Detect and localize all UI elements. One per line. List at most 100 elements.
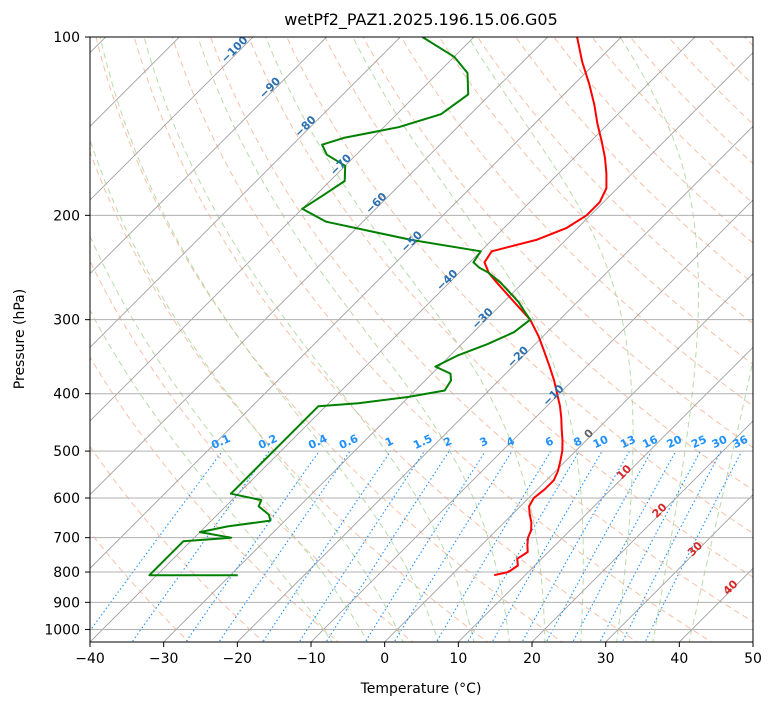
dry-adiabat [438,37,753,366]
mixing-ratio-line [435,450,552,642]
isotherm [90,37,254,201]
isotherm [236,125,753,642]
mixing-ratio-line [621,450,722,642]
isotherm [90,37,328,275]
moist-adiabat [90,235,369,642]
x-axis: −40 −30 −20 −10 0 10 20 30 40 50 [75,642,762,667]
background-lines [90,24,775,645]
moist-adiabat-label: 30 [685,539,705,559]
y-tick-label: 500 [53,444,80,460]
moist-adiabat-label: −20 [505,343,532,370]
moist-adiabat [265,37,546,642]
isotherm [90,37,549,496]
plot-frame [89,36,754,643]
dry-adiabat [591,37,753,204]
mixing-ratio-line [131,450,270,642]
y-tick-label: 100 [53,30,80,46]
y-tick-label: 800 [53,565,80,581]
moist-adiabat [99,37,440,642]
mixing-ratio-label: 13 [618,433,637,451]
moist-adiabat-label: −80 [292,113,319,140]
y-axis: 100 200 300 400 500 600 700 800 900 1000 [44,30,90,638]
moist-adiabat-label: −90 [257,74,284,101]
moist-adiabat-label: −10 [540,382,567,409]
mixing-ratio-label: 16 [640,433,660,451]
x-tick-label: −40 [75,651,105,667]
moist-adiabat-label: −70 [328,151,355,178]
x-tick-label: 40 [670,651,688,667]
dry-adiabat [324,37,753,491]
mixing-ratio-label: 1 [383,434,395,449]
isotherm [163,52,753,642]
x-tick-label: 20 [523,651,541,667]
isotherm [310,199,753,642]
moist-adiabat-label: 20 [650,500,670,520]
dry-adiabat [90,150,489,642]
mixing-ratio-label: 0.4 [306,432,329,452]
dry-adiabat [705,37,753,86]
moist-adiabat-label: −100 [219,33,251,65]
mixing-ratio-label: 10 [591,433,611,451]
mixing-ratio-label: 8 [572,434,584,449]
mixing-ratio-line [466,450,580,642]
dry-adiabat [515,37,753,284]
isobar-grid [90,37,753,630]
dry-adiabat [90,445,265,642]
isotherm [90,37,622,569]
dry-adiabat [770,24,775,645]
y-tick-label: 1000 [44,622,80,638]
isotherm [605,494,753,642]
x-tick-label: 30 [597,651,615,667]
mixing-ratio-label: 20 [665,433,685,451]
isotherm [531,420,753,642]
mixing-ratio-line [298,450,425,642]
moist-adiabat-label: 10 [614,462,634,482]
mixing-ratio-label: 2 [442,434,454,449]
isotherm [752,641,753,642]
mixing-ratio-label: 30 [710,433,730,451]
isotherm [384,273,753,642]
mixing-ratio-line [325,450,450,642]
mixing-ratio-line [218,450,351,642]
mixing-ratio-line [599,450,701,642]
y-tick-label: 200 [53,208,80,224]
moist-adiabat-label: −40 [434,267,461,294]
mixing-ratio-line [185,450,320,642]
y-tick-label: 300 [53,313,80,329]
moist-adiabat [197,37,510,642]
isotherm [90,37,401,348]
mixing-ratio-label: 25 [689,433,708,451]
temperature-line [483,37,608,577]
mixing-ratio-line [572,450,677,642]
y-tick-label: 600 [53,491,80,507]
mixing-ratio-label: 0.1 [209,432,232,452]
profile-lines [148,37,608,577]
chart-title: wetPf2_PAZ1.2025.196.15.06.G05 [284,10,558,30]
x-tick-label: 50 [744,651,762,667]
dry-adiabat [667,37,753,125]
y-tick-label: 400 [53,387,80,403]
mixing-ratio-line [262,450,392,642]
dry-adiabat [90,531,190,642]
mixing-ratio-line [90,450,223,632]
mixing-ratio-line [393,450,513,642]
dry-adiabat [477,37,753,325]
x-axis-label: Temperature (°C) [360,681,482,697]
mixing-ratio-label: 36 [731,433,751,451]
x-tick-label: −30 [149,651,179,667]
y-tick-label: 900 [53,595,80,611]
isotherm [457,346,753,642]
y-axis-label: Pressure (hPa) [12,289,28,389]
isotherm [90,37,475,422]
moist-adiabat-label: −30 [469,305,496,332]
mixing-ratio-label: 3 [478,434,490,449]
mixing-ratio-line [364,450,486,642]
moist-adiabat [90,138,404,642]
x-tick-label: −10 [296,651,326,667]
dry-adiabat [133,37,638,642]
isotherm [90,37,180,127]
mixing-ratio-label: 6 [543,434,556,449]
x-tick-label: 10 [449,651,467,667]
moist-adiabat [352,37,584,642]
